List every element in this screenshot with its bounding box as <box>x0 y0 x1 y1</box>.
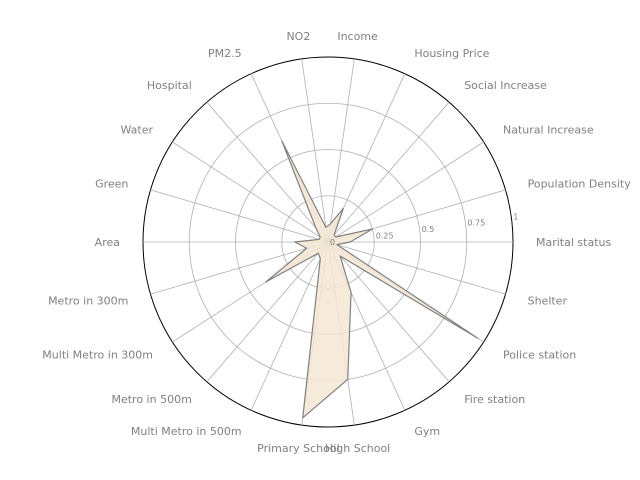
tick-label: 0.5 <box>422 225 435 234</box>
tick-label: 1 <box>513 212 518 221</box>
grid-spoke <box>172 141 329 243</box>
grid-spoke <box>206 101 329 243</box>
grid-spoke <box>327 241 450 383</box>
category-label: High School <box>325 442 390 455</box>
category-label: Police station <box>503 349 576 362</box>
category-label: Income <box>337 30 378 43</box>
grid-spoke <box>327 141 484 243</box>
category-label: Fire station <box>464 393 525 406</box>
tick-label: 0.75 <box>467 219 485 228</box>
category-label: Hospital <box>147 79 192 92</box>
category-label: Marital status <box>536 236 611 249</box>
tick-label: 0.25 <box>376 232 394 241</box>
grid-spoke <box>150 189 329 243</box>
category-label: Multi Metro in 300m <box>42 349 153 362</box>
grid-spoke <box>150 241 329 295</box>
series-polygon <box>265 140 479 419</box>
category-label: Shelter <box>528 295 568 308</box>
data-series <box>265 140 479 419</box>
category-label: Multi Metro in 500m <box>131 425 242 438</box>
radial-tick-labels: 0 0.25 0.5 0.75 1 <box>330 212 518 247</box>
category-label: Gym <box>414 425 440 438</box>
grid-spoke <box>327 58 355 243</box>
grid-spoke <box>327 241 506 295</box>
category-label: Green <box>95 177 128 190</box>
category-label: Metro in 300m <box>48 295 128 308</box>
category-labels: Marital status Population Density Natural … <box>42 30 631 455</box>
category-label: Social Increase <box>464 79 547 92</box>
category-label: Water <box>120 124 153 137</box>
category-label: PM2.5 <box>208 47 242 60</box>
category-label: Primary School <box>257 442 340 455</box>
category-label: Natural Increase <box>503 124 594 137</box>
category-label: NO2 <box>286 30 310 43</box>
category-label: Housing Price <box>414 47 489 60</box>
grid-spoke <box>206 241 329 383</box>
category-label: Population Density <box>528 177 632 190</box>
category-label: Area <box>95 236 120 249</box>
tick-label: 0 <box>330 238 335 247</box>
grid-spoke <box>301 58 329 243</box>
grid-spoke <box>250 241 329 411</box>
category-label: Metro in 500m <box>111 393 191 406</box>
grid-spoke <box>327 101 450 243</box>
